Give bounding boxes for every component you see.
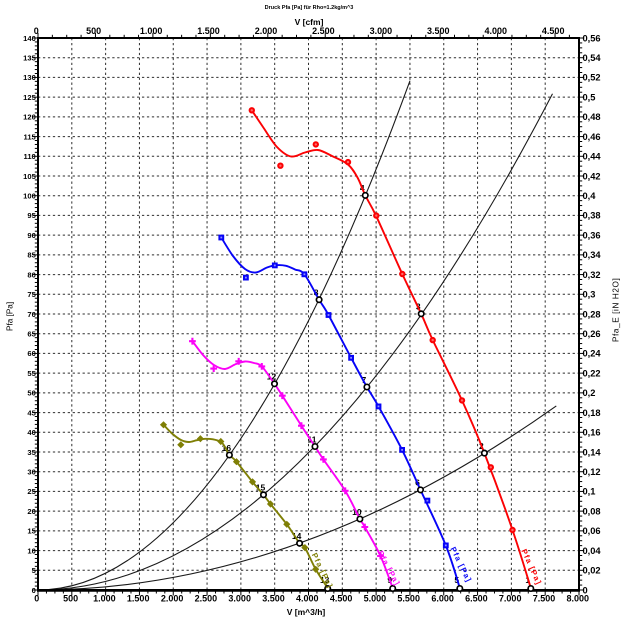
svg-text:4.500: 4.500	[330, 594, 353, 604]
svg-text:0,32: 0,32	[583, 270, 601, 280]
svg-text:45: 45	[27, 408, 36, 417]
svg-text:0: 0	[583, 585, 588, 595]
svg-text:0,3: 0,3	[583, 290, 596, 300]
svg-text:0,06: 0,06	[583, 526, 601, 536]
svg-text:0,12: 0,12	[583, 467, 601, 477]
svg-text:4.000: 4.000	[296, 594, 319, 604]
svg-text:3.500: 3.500	[427, 26, 450, 36]
svg-text:1.500: 1.500	[127, 594, 150, 604]
svg-text:140: 140	[23, 34, 36, 43]
svg-text:500: 500	[63, 594, 78, 604]
svg-text:110: 110	[24, 152, 36, 161]
svg-text:8.000: 8.000	[567, 594, 590, 604]
svg-text:0,22: 0,22	[583, 368, 601, 378]
svg-text:4.000: 4.000	[485, 26, 508, 36]
svg-text:2.500: 2.500	[312, 26, 335, 36]
svg-text:95: 95	[27, 211, 36, 220]
svg-text:2.500: 2.500	[195, 594, 218, 604]
svg-text:7: 7	[362, 375, 367, 385]
svg-text:2.000: 2.000	[161, 594, 184, 604]
svg-text:80: 80	[27, 270, 35, 279]
svg-text:V [m^3/h]: V [m^3/h]	[287, 607, 326, 617]
svg-text:0,28: 0,28	[583, 309, 601, 319]
svg-text:35: 35	[27, 448, 36, 457]
svg-text:1.500: 1.500	[197, 26, 220, 36]
svg-text:85: 85	[27, 251, 36, 260]
svg-text:14: 14	[292, 531, 302, 541]
svg-text:0: 0	[34, 594, 39, 604]
svg-text:7.500: 7.500	[533, 594, 556, 604]
svg-text:5.000: 5.000	[364, 594, 387, 604]
svg-text:7.000: 7.000	[499, 594, 522, 604]
svg-text:13: 13	[320, 575, 330, 585]
svg-text:0,56: 0,56	[583, 33, 601, 43]
svg-text:15: 15	[27, 527, 36, 536]
svg-text:4.500: 4.500	[542, 26, 565, 36]
svg-text:5.500: 5.500	[397, 594, 420, 604]
svg-text:0,26: 0,26	[583, 329, 601, 339]
svg-text:0,24: 0,24	[583, 349, 602, 359]
svg-text:25: 25	[27, 487, 36, 496]
svg-text:115: 115	[24, 132, 37, 141]
svg-text:Druck Pfa [Pa] für Rho=1.2kg/m: Druck Pfa [Pa] für Rho=1.2kg/m^3	[265, 5, 354, 11]
svg-text:20: 20	[27, 507, 35, 516]
svg-text:0: 0	[34, 26, 39, 36]
svg-text:5: 5	[32, 566, 37, 575]
svg-text:90: 90	[27, 231, 35, 240]
svg-text:15: 15	[256, 483, 266, 493]
svg-text:40: 40	[27, 428, 35, 437]
svg-text:10: 10	[27, 546, 35, 555]
svg-text:70: 70	[27, 310, 35, 319]
svg-text:0,5: 0,5	[583, 92, 596, 102]
svg-text:0,44: 0,44	[583, 152, 602, 162]
svg-text:0,36: 0,36	[583, 230, 601, 240]
svg-text:1.000: 1.000	[140, 26, 163, 36]
svg-text:0,34: 0,34	[583, 250, 602, 260]
svg-text:6.000: 6.000	[431, 594, 454, 604]
svg-text:0,2: 0,2	[583, 388, 596, 398]
svg-text:11: 11	[308, 434, 317, 444]
svg-text:0,02: 0,02	[583, 566, 601, 576]
svg-text:0,52: 0,52	[583, 73, 601, 83]
svg-text:0: 0	[32, 586, 36, 595]
svg-text:3.000: 3.000	[228, 594, 251, 604]
svg-text:0,54: 0,54	[583, 53, 602, 63]
svg-text:50: 50	[27, 389, 35, 398]
svg-text:Pfa [Pa]: Pfa [Pa]	[6, 302, 15, 331]
svg-text:0,18: 0,18	[583, 408, 601, 418]
svg-text:30: 30	[27, 468, 35, 477]
svg-text:V [cfm]: V [cfm]	[295, 17, 324, 27]
svg-text:0,14: 0,14	[583, 447, 602, 457]
svg-text:8: 8	[314, 288, 319, 298]
svg-text:125: 125	[23, 93, 36, 102]
svg-text:1.000: 1.000	[93, 594, 116, 604]
svg-text:0,08: 0,08	[583, 506, 601, 516]
svg-text:0,1: 0,1	[583, 487, 596, 497]
svg-text:0,48: 0,48	[583, 112, 601, 122]
svg-text:135: 135	[23, 54, 36, 63]
svg-text:100: 100	[23, 192, 36, 201]
svg-text:0,4: 0,4	[583, 191, 597, 201]
svg-text:0,04: 0,04	[583, 546, 602, 556]
svg-text:0,46: 0,46	[583, 132, 601, 142]
svg-text:60: 60	[27, 349, 35, 358]
svg-text:500: 500	[86, 26, 101, 36]
svg-text:6.500: 6.500	[465, 594, 488, 604]
svg-text:120: 120	[23, 113, 36, 122]
svg-text:2.000: 2.000	[255, 26, 278, 36]
svg-text:Pfa_E [iN H2O]: Pfa_E [iN H2O]	[612, 278, 621, 342]
svg-text:12: 12	[267, 372, 277, 382]
svg-text:75: 75	[27, 290, 36, 299]
svg-text:3.000: 3.000	[370, 26, 393, 36]
svg-text:0,16: 0,16	[583, 428, 601, 438]
svg-text:3.500: 3.500	[262, 594, 285, 604]
svg-text:0,38: 0,38	[583, 211, 601, 221]
svg-text:55: 55	[27, 369, 36, 378]
svg-text:105: 105	[23, 172, 36, 181]
svg-text:130: 130	[23, 73, 36, 82]
svg-text:65: 65	[27, 330, 36, 339]
svg-text:0,42: 0,42	[583, 171, 601, 181]
